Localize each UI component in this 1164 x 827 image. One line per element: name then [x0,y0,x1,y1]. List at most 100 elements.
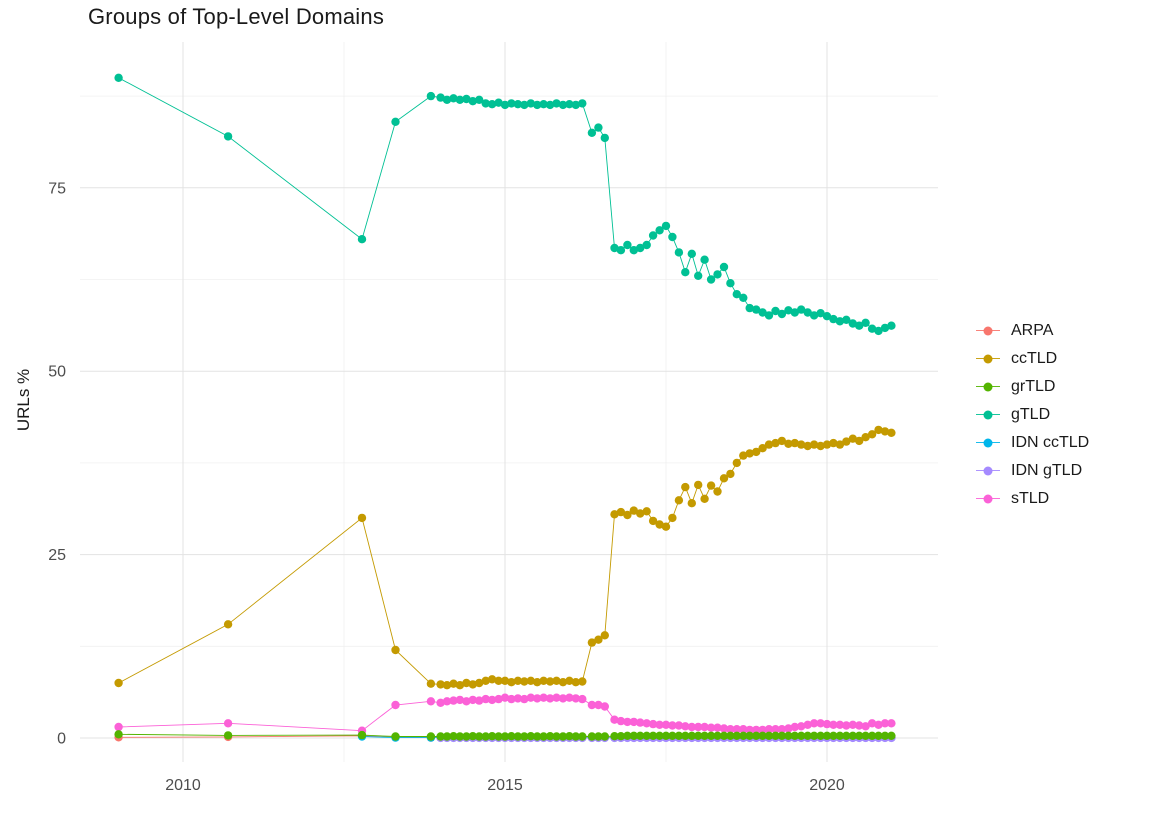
data-point [642,719,651,728]
legend-label: ARPA [1011,321,1054,339]
data-point [642,507,651,516]
data-point [500,676,510,685]
data-point [571,100,580,110]
data-point [629,731,638,740]
data-point [867,719,877,728]
y-tick-label: 50 [48,364,66,381]
data-point [848,434,857,443]
data-point [816,441,825,451]
data-point [835,731,845,740]
data-point [848,720,857,729]
data-point [648,731,658,740]
data-point [436,732,445,741]
data-point [764,725,774,734]
data-point [803,441,812,451]
data-point [494,732,503,741]
data-point [513,100,523,109]
data-point [449,732,458,741]
data-point [848,319,857,328]
data-point [526,99,535,108]
data-point [674,721,684,730]
legend-label: sTLD [1011,489,1050,507]
data-point [867,430,877,439]
data-point [861,318,870,327]
data-point [771,306,780,316]
data-point [790,722,799,732]
data-point [809,731,819,740]
data-point [790,438,799,448]
data-point [500,732,510,741]
data-point [533,732,542,741]
legend-key-dot [983,326,993,335]
data-point [623,717,632,727]
data-point [520,694,529,704]
data-point [616,507,626,517]
data-point [357,730,367,740]
series-gtld [114,73,896,336]
data-point [558,678,568,687]
data-point [481,676,490,685]
data-point [809,719,819,728]
data-point [426,732,436,741]
data-point [706,731,716,740]
data-point [600,133,609,143]
data-point [809,311,819,320]
data-point [880,427,890,436]
data-point [623,731,632,740]
data-point [867,731,877,740]
grid-minor [80,42,938,762]
grid-major [80,42,938,762]
data-point [713,723,722,732]
data-point [719,724,729,733]
data-point [610,510,619,519]
data-point [874,326,883,336]
data-point [861,731,870,740]
data-point [855,731,864,740]
data-point [797,305,806,314]
data-point [648,231,658,240]
data-point [694,271,703,280]
data-point [539,676,548,685]
data-point [655,720,664,729]
data-point [481,732,490,741]
data-point [513,732,523,741]
data-point [223,719,233,728]
legend-key-dot [983,410,993,419]
data-point [513,694,523,703]
data-point [462,678,471,688]
legend-key-icon [975,490,1001,507]
data-point [114,730,123,739]
data-point [758,308,767,317]
data-point [500,693,510,702]
data-point [874,425,883,435]
data-point [223,620,233,629]
data-point [539,100,548,109]
data-point [752,447,761,457]
data-point [468,695,477,705]
data-point [545,677,555,686]
data-point [629,717,638,727]
data-point [600,732,609,741]
data-point [719,262,729,272]
legend-item-stld: sTLD [975,490,1089,507]
data-point [539,732,548,741]
data-point [822,312,832,321]
data-point [442,697,452,706]
data-point [600,631,609,640]
data-point [739,731,748,740]
data-point [494,98,503,107]
legend-item-idn-gtld: IDN gTLD [975,462,1089,479]
data-point [487,675,497,684]
data-point [587,638,597,647]
data-point [487,732,497,741]
data-point [494,694,503,704]
data-point [855,436,864,446]
legend-label: IDN ccTLD [1011,433,1090,451]
data-point [848,731,857,740]
data-point [487,695,497,705]
data-point [610,732,619,741]
data-point [571,694,580,703]
data-point [745,449,754,458]
